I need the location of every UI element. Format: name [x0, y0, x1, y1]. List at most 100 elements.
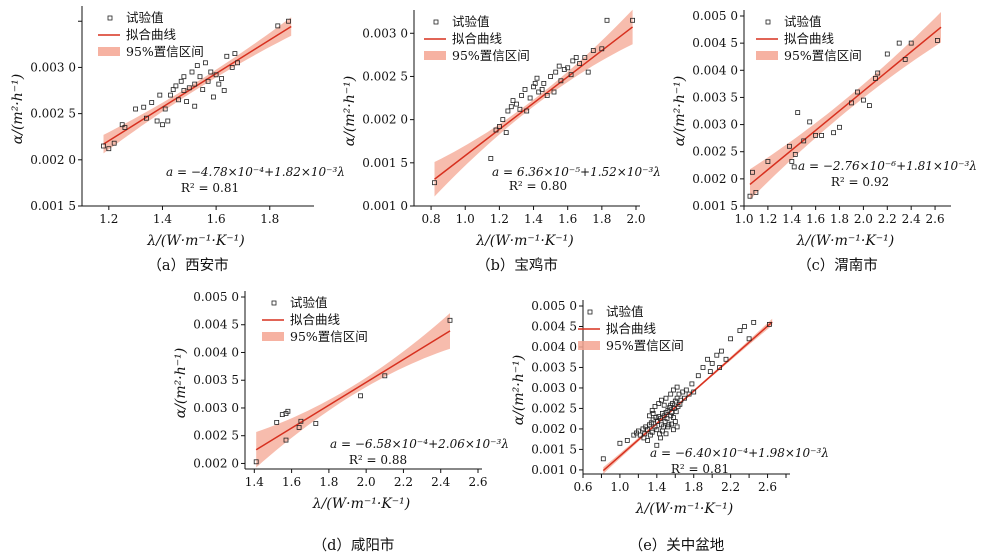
panel-xian: 1.2 1.4 1.6 1.8 0.001 5 0.002 0 0.002 5 0.003 0… [10, 6, 345, 274]
y-tick-label: 0.005 0 [193, 290, 239, 304]
data-point [565, 65, 571, 71]
data-point [707, 369, 713, 375]
x-tick-label: 1.6 [282, 475, 301, 489]
data-point [728, 336, 733, 342]
legend-label-fit: 拟合曲线 [290, 312, 341, 327]
data-point [106, 146, 112, 152]
data-point [283, 437, 289, 443]
legend-marker-points [765, 19, 771, 25]
y-tick-label: 0.002 0 [30, 153, 76, 167]
r-squared: R² = 0.92 [831, 175, 889, 189]
y-tick-label: 0.003 0 [193, 401, 239, 415]
panel-guanzhong: 0.6 1.0 1.4 1.8 2.2 2.6 0.001 0 0.001 5 0.002 0 0… [511, 299, 829, 554]
data-point [719, 348, 724, 354]
data-point [296, 424, 302, 430]
panel-baoji: 0.8 1.0 1.2 1.4 1.6 1.8 2.0 0.001 0 0.001 5 0.002… [342, 9, 661, 274]
data-point [649, 408, 655, 413]
data-point [553, 69, 559, 75]
data-point [192, 103, 198, 109]
data-point [658, 435, 663, 441]
y-tick-label: 0.004 0 [531, 340, 577, 354]
data-point [875, 70, 881, 76]
y-tick-label: 0.002 5 [30, 107, 76, 121]
panel-caption: （b）宝鸡市 [476, 257, 558, 274]
data-point [194, 63, 200, 68]
y-tick-label: 0.002 5 [692, 145, 738, 159]
data-point [669, 410, 674, 415]
data-point [536, 89, 542, 95]
data-point [181, 88, 187, 93]
data-point [723, 356, 729, 362]
x-tick-label: 2.6 [468, 475, 487, 489]
y-tick-label: 0.003 5 [692, 90, 738, 104]
y-tick-label: 0.002 0 [692, 172, 738, 186]
data-point [235, 60, 241, 66]
data-point [556, 63, 562, 69]
panel-caption: （c）渭南市 [797, 257, 878, 274]
data-point [795, 110, 801, 115]
data-point [358, 393, 364, 399]
data-point [671, 427, 676, 433]
data-point [189, 69, 195, 75]
fit-line [255, 330, 451, 451]
data-point [577, 61, 582, 66]
data-point [149, 100, 155, 105]
data-point [514, 101, 519, 107]
data-point [664, 416, 670, 422]
x-tick-label: 1.8 [260, 212, 279, 226]
data-point [541, 81, 547, 86]
data-point [682, 395, 687, 401]
data-point [119, 122, 125, 128]
data-point [111, 140, 117, 146]
data-point [789, 159, 795, 164]
data-point [216, 81, 222, 87]
data-point [705, 356, 710, 362]
data-point [649, 429, 655, 435]
data-point [382, 373, 388, 379]
y-axis-label: α/(m²·h⁻¹) [10, 74, 26, 144]
legend-label-points: 试验值 [290, 295, 328, 310]
data-point [861, 97, 866, 103]
panel-caption: （e）关中盆地 [629, 537, 725, 554]
x-axis-label: λ/(W·m⁻¹·K⁻¹) [146, 233, 245, 249]
data-point [671, 387, 676, 393]
data-point [573, 55, 579, 60]
data-point [178, 78, 184, 84]
data-point [253, 459, 259, 465]
x-axis-label: λ/(W·m⁻¹·K⁻¹) [796, 233, 895, 249]
data-point [695, 373, 701, 379]
data-point [519, 93, 524, 98]
data-point [176, 97, 182, 103]
data-point [544, 93, 550, 98]
x-tick-label: 1.8 [684, 480, 703, 494]
data-point [527, 95, 533, 101]
data-point [192, 81, 198, 87]
data-point [122, 125, 128, 130]
y-axis-label: α/(m²·h⁻¹) [672, 76, 688, 146]
data-point [819, 132, 824, 138]
legend-marker-points [107, 15, 113, 21]
data-point [765, 159, 771, 164]
fit-line [103, 25, 292, 145]
data-point [753, 189, 759, 195]
y-tick-label: 0.002 0 [362, 113, 408, 127]
data-point [604, 17, 610, 23]
data-point [663, 431, 669, 437]
x-tick-label: 2.0 [854, 212, 873, 226]
x-tick-label: 1.2 [490, 212, 509, 226]
legend-label-fit: 拟合曲线 [126, 27, 177, 42]
data-point [141, 104, 147, 110]
data-point [447, 317, 453, 323]
data-point [935, 38, 940, 43]
x-tick-label: 1.4 [153, 212, 172, 226]
legend-marker-band [98, 47, 120, 56]
x-tick-label: 2.0 [626, 212, 645, 226]
data-point [208, 69, 214, 75]
data-point [873, 76, 878, 81]
y-tick-label: 0.004 0 [692, 63, 738, 77]
legend-marker-points [433, 19, 439, 25]
data-point [599, 46, 605, 52]
x-tick-label: 2.4 [902, 212, 921, 226]
y-tick-label: 0.005 0 [531, 299, 577, 313]
